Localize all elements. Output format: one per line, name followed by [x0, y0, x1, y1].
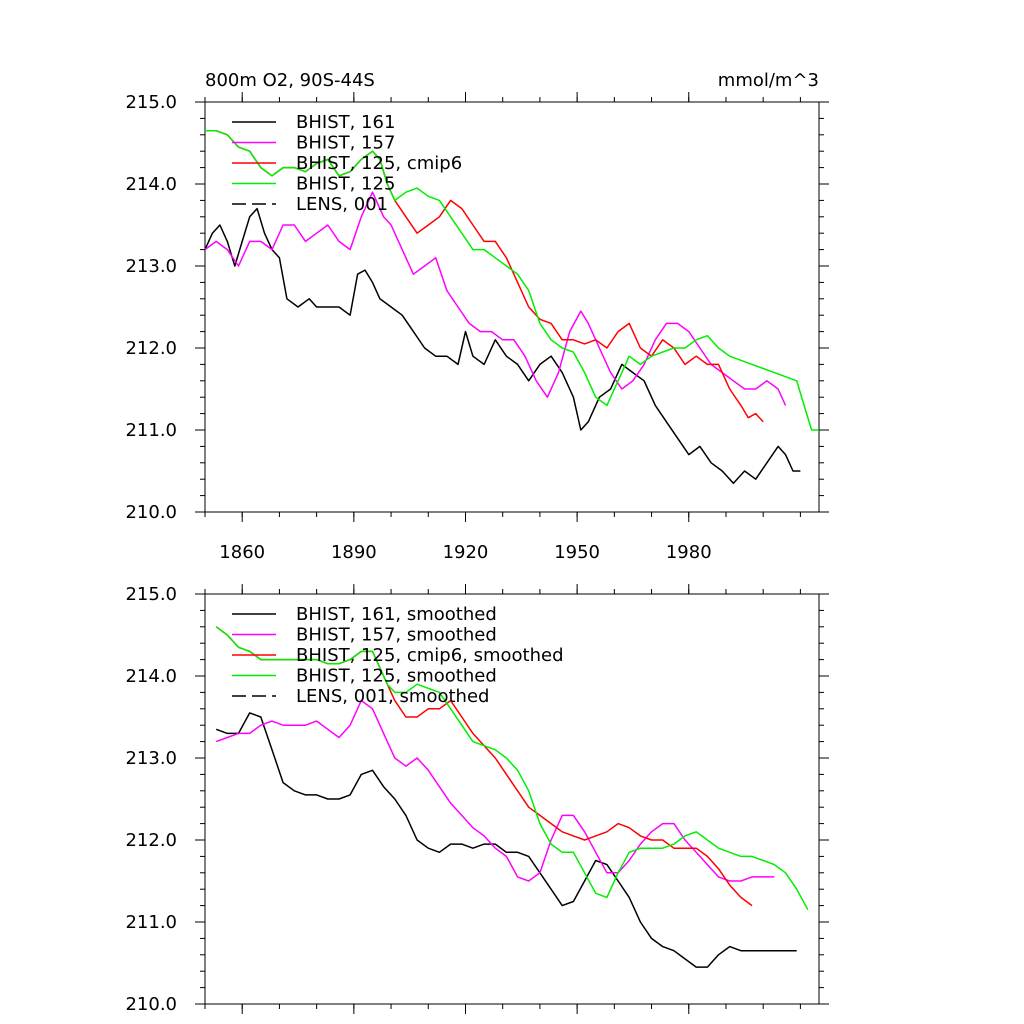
series-line-bhist-161: [204, 207, 801, 485]
plot-frame: [204, 101, 820, 513]
legend-label: BHIST, 125, cmip6: [296, 153, 462, 174]
legend-label: BHIST, 161, smoothed: [296, 604, 497, 625]
legend-label: LENS, 001, smoothed: [296, 686, 489, 707]
chart-panel-bottom: 210.0 211.0 212.0 213.0 214.0 215.0 BHIST, 161…: [125, 584, 829, 1015]
series-line-bhist-157-smoothed: [215, 699, 775, 882]
plot-frame: [204, 593, 820, 1005]
y-tick-label: 212.0: [125, 830, 177, 851]
x-tick-label: 1920: [443, 542, 489, 563]
series-line-bhist-125-smoothed: [215, 626, 809, 911]
series-line-bhist-157: [204, 191, 787, 406]
legend-label: BHIST, 161: [296, 112, 395, 133]
legend-label: BHIST, 157, smoothed: [296, 625, 497, 646]
y-tick-label: 211.0: [125, 912, 177, 933]
legend-label: BHIST, 125: [296, 174, 395, 195]
legend-label: BHIST, 125, cmip6, smoothed: [296, 645, 564, 666]
x-tick-label: 1860: [219, 542, 265, 563]
y-tick-label: 214.0: [125, 666, 177, 687]
series-line-bhist-125-cmip6: [205, 129, 764, 423]
chart-panel-top: 800m O2, 90S-44S mmol/m^3 210.0 211.0 212.…: [125, 70, 829, 563]
series-line-bhist-125: [205, 129, 819, 431]
x-tick-label: 1890: [331, 542, 377, 563]
chart-title: 800m O2, 90S-44S: [205, 70, 375, 91]
x-tick-label: 1980: [666, 542, 712, 563]
y-tick-label: 210.0: [125, 994, 177, 1015]
legend-label: LENS, 001: [296, 194, 388, 215]
y-tick-label: 214.0: [125, 174, 177, 195]
y-tick-label: 211.0: [125, 420, 177, 441]
y-tick-label: 210.0: [125, 502, 177, 523]
y-tick-label: 213.0: [125, 748, 177, 769]
legend-label: BHIST, 157: [296, 133, 395, 154]
y-tick-label: 213.0: [125, 256, 177, 277]
legend-label: BHIST, 125, smoothed: [296, 666, 497, 687]
y-tick-label: 215.0: [125, 584, 177, 605]
y-tick-label: 215.0: [125, 92, 177, 113]
y-tick-label: 212.0: [125, 338, 177, 359]
series-line-bhist-161-smoothed: [215, 712, 797, 968]
x-tick-label: 1950: [554, 542, 600, 563]
units-label: mmol/m^3: [718, 70, 819, 91]
